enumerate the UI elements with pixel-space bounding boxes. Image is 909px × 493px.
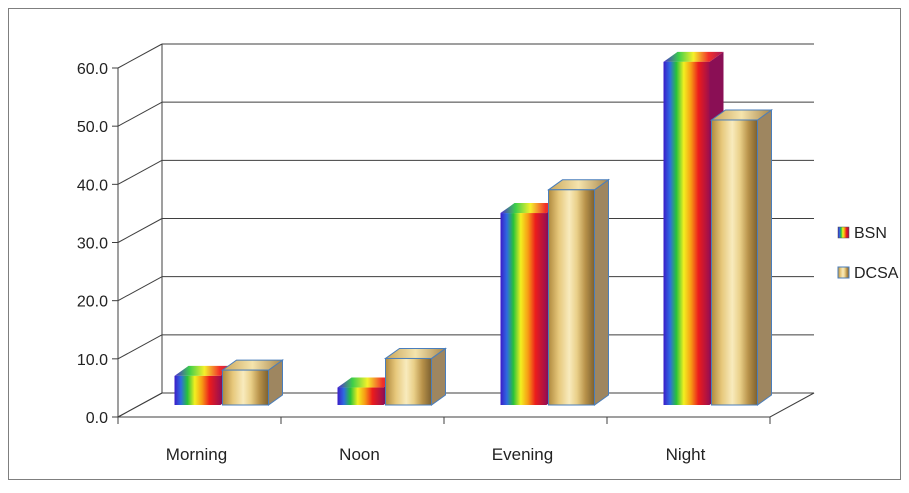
y-tick-label: 60.0 (77, 61, 108, 78)
bar-front (663, 61, 710, 406)
gridline-diagonal (117, 218, 163, 243)
bar-dcsa-morning (220, 359, 285, 406)
x-axis-tick-labels: Morning Noon Evening Night (166, 445, 706, 464)
legend-item-bsn: BSN (837, 225, 887, 242)
y-tick-label: 10.0 (77, 352, 108, 369)
x-tick-label: Night (666, 445, 706, 464)
legend-label-bsn: BSN (854, 225, 887, 242)
bar-bsn-evening (500, 203, 561, 405)
x-tick-label: Evening (492, 445, 553, 464)
x-tick-label: Noon (339, 445, 380, 464)
y-tick-label: 30.0 (77, 236, 108, 253)
bar-dcsa-evening (546, 178, 611, 406)
bar-front (222, 369, 269, 406)
bar-front (337, 387, 384, 405)
bar-dcsa-night (709, 109, 774, 406)
x-tick-label: Morning (166, 445, 227, 464)
bar-front (385, 357, 432, 406)
legend-swatch-bsn (837, 226, 850, 239)
floor-plane (117, 392, 815, 418)
gridline-diagonal (117, 334, 163, 360)
legend: BSN DCSA (837, 225, 899, 282)
bar-side (757, 109, 772, 406)
legend-item-dcsa: DCSA (837, 265, 899, 282)
bar-top (174, 365, 235, 376)
axes (112, 44, 815, 424)
bar-side (594, 178, 609, 406)
gridline-diagonal (117, 276, 163, 302)
bar-front (174, 375, 221, 405)
bar-dcsa-noon (383, 347, 448, 406)
legend-label-dcsa: DCSA (854, 265, 899, 282)
gridline-diagonal (117, 159, 163, 185)
y-axis-tick-labels: 0.0 10.0 20.0 30.0 40.0 50.0 60.0 (77, 61, 108, 427)
legend-swatch-dcsa (837, 266, 850, 279)
y-tick-label: 20.0 (77, 294, 108, 311)
bar-front (500, 213, 547, 405)
y-tick-label: 0.0 (86, 410, 108, 427)
gridline-diagonal (117, 101, 163, 127)
bar-top (663, 51, 724, 62)
gridline-diagonal (117, 43, 163, 69)
bar-front (548, 189, 595, 406)
bar-top (337, 377, 398, 388)
bars (174, 51, 774, 406)
y-tick-label: 50.0 (77, 119, 108, 136)
bar-front (711, 119, 758, 406)
y-tick-label: 40.0 (77, 177, 108, 194)
bar-top (500, 203, 561, 214)
